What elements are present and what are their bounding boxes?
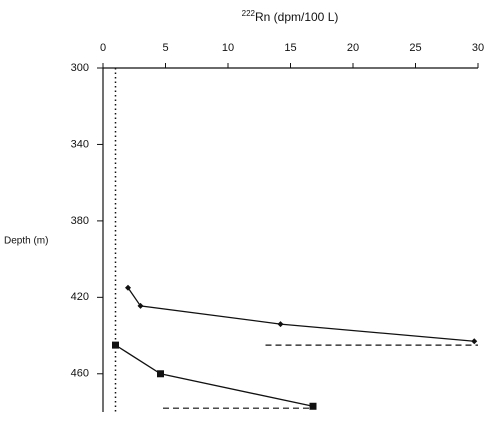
point — [125, 284, 131, 291]
x-tick-label: 10 — [222, 42, 234, 54]
y-tick-label: 380 — [71, 215, 89, 227]
chart-title: 222Rn (dpm/100 L) — [242, 9, 339, 24]
y-tick-label: 460 — [71, 368, 89, 380]
series-line — [127, 287, 475, 342]
point — [112, 341, 119, 349]
y-tick-label: 340 — [71, 138, 89, 150]
x-tick-label: 25 — [409, 42, 421, 54]
x-tick-label: 15 — [284, 42, 296, 54]
y-axis-label: Depth (m) — [4, 236, 48, 247]
title-text: Rn (dpm/100 L) — [255, 10, 338, 24]
y-tick-label: 300 — [71, 62, 89, 74]
x-tick-label: 5 — [162, 42, 168, 54]
point — [157, 370, 164, 378]
point — [277, 321, 284, 328]
point — [137, 302, 144, 309]
point — [309, 402, 317, 410]
point — [471, 338, 478, 345]
x-tick-label: 30 — [472, 42, 484, 54]
series-line — [115, 344, 314, 407]
title-superscript: 222 — [242, 9, 256, 18]
x-tick-label: 0 — [100, 42, 106, 54]
y-tick-label: 420 — [71, 291, 89, 303]
x-tick-label: 20 — [347, 42, 359, 54]
